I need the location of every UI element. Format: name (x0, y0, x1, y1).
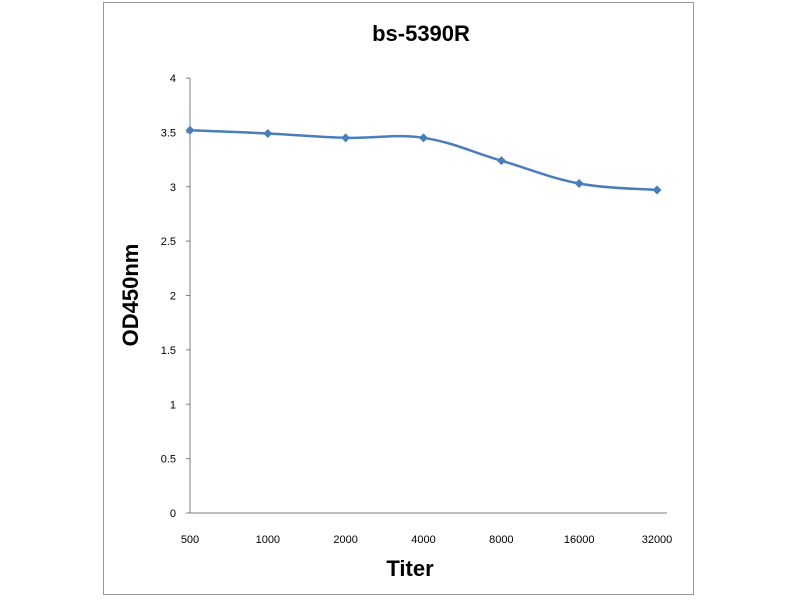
data-point-marker (496, 156, 506, 166)
y-tick-label: 1.5 (161, 345, 176, 357)
series-group (185, 125, 662, 195)
y-tick-label: 3.5 (161, 127, 176, 139)
data-point-marker (341, 133, 351, 143)
y-axis-ticks: 0 0.5 1 1.5 2 2.5 3 3.5 4 (161, 73, 190, 520)
y-tick-label: 1 (170, 399, 176, 411)
x-tick-label: 500 (181, 534, 199, 546)
data-point-marker (419, 133, 428, 143)
x-axis-title: Titer (386, 556, 434, 581)
x-tick-label: 4000 (411, 534, 435, 546)
y-tick-label: 0.5 (161, 454, 176, 466)
data-point-marker (574, 178, 584, 188)
y-tick-label: 0 (170, 508, 176, 520)
y-tick-label: 3 (170, 182, 176, 194)
x-tick-label: 8000 (489, 534, 513, 546)
data-point-marker (263, 128, 273, 138)
data-point-marker (185, 125, 195, 135)
chart-frame (103, 2, 694, 595)
y-tick-label: 2.5 (161, 236, 176, 248)
y-axis-title: OD450nm (118, 244, 143, 347)
x-axis-ticks: 500 1000 2000 4000 8000 16000 32000 (181, 534, 672, 546)
x-tick-label: 2000 (333, 534, 357, 546)
x-tick-label: 1000 (256, 534, 280, 546)
y-tick-label: 2 (170, 291, 176, 303)
x-tick-label: 16000 (564, 534, 595, 546)
x-tick-label: 32000 (642, 534, 673, 546)
chart-title: bs-5390R (372, 21, 470, 46)
data-point-marker (652, 185, 662, 195)
y-tick-label: 4 (170, 73, 176, 85)
